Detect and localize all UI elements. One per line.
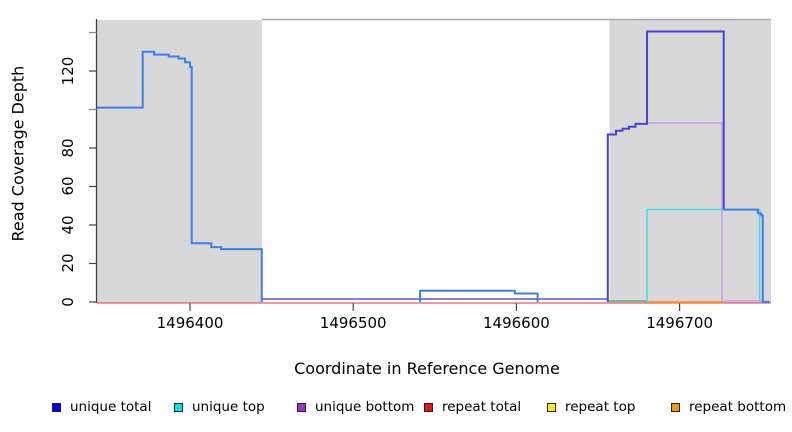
legend-item-unique-top: unique top bbox=[174, 400, 265, 415]
legend-swatch-repeat-bottom bbox=[671, 403, 680, 412]
legend-label: repeat top bbox=[565, 399, 636, 415]
series-unique-bottom bbox=[647, 122, 770, 302]
x-tick-label: 1496500 bbox=[319, 314, 387, 332]
legend-label: repeat total bbox=[442, 399, 522, 415]
y-tick-label: 40 bbox=[59, 215, 77, 235]
legend-item-unique-bottom: unique bottom bbox=[297, 400, 414, 415]
legend-swatch-unique-total bbox=[52, 403, 61, 412]
x-axis-title: Coordinate in Reference Genome bbox=[294, 359, 560, 378]
y-tick-label: 60 bbox=[59, 176, 77, 197]
legend-swatch-repeat-top bbox=[547, 403, 556, 412]
legend-swatch-unique-bottom bbox=[297, 403, 306, 412]
legend-label: unique bottom bbox=[315, 399, 415, 415]
y-tick-label: 0 bbox=[59, 297, 77, 307]
legend-label: unique total bbox=[70, 399, 152, 415]
right-gray-region bbox=[609, 20, 771, 304]
legend-item-repeat-bottom: repeat bottom bbox=[671, 400, 786, 415]
y-axis-title: Read Coverage Depth bbox=[8, 65, 28, 242]
x-tick-label: 1496600 bbox=[483, 314, 550, 332]
x-tick-label: 1496700 bbox=[646, 314, 714, 332]
series-unique-total-middle-bump bbox=[419, 289, 539, 302]
series-unique-total-left bbox=[97, 50, 263, 302]
left-gray-region bbox=[97, 20, 262, 304]
legend-label: repeat bottom bbox=[689, 399, 787, 415]
legend-item-repeat-total: repeat total bbox=[424, 400, 521, 415]
y-tick-label: 20 bbox=[59, 253, 77, 274]
legend-swatch-repeat-total bbox=[424, 403, 433, 412]
legend-label: unique top bbox=[192, 399, 265, 415]
legend-item-unique-total: unique total bbox=[52, 400, 151, 415]
series-unique-total-right-box bbox=[606, 30, 725, 302]
legend-swatch-unique-top bbox=[174, 403, 183, 412]
legend-item-repeat-top: repeat top bbox=[547, 400, 635, 415]
series-unique-total-right-tail bbox=[723, 208, 770, 303]
y-tick-label: 120 bbox=[59, 56, 77, 86]
x-tick-label: 1496400 bbox=[156, 314, 224, 332]
series-unique-top bbox=[646, 208, 761, 302]
y-tick-label: 80 bbox=[59, 138, 77, 158]
